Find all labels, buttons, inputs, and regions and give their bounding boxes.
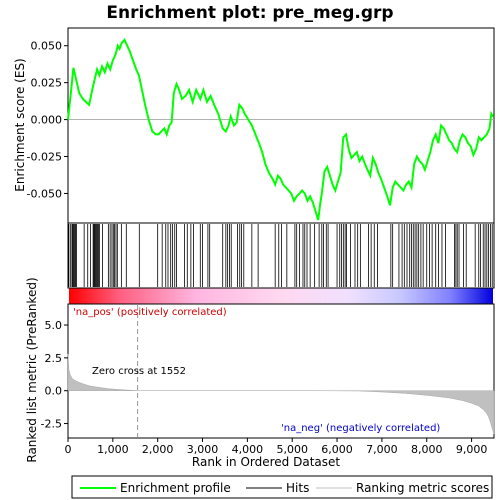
rank-y-tick-label: 2.5 xyxy=(45,352,63,365)
hit-markers xyxy=(68,224,493,287)
enrichment-profile-line xyxy=(67,37,494,221)
rank-y-axis: 5.0 2.5 0.0 -2.5 xyxy=(41,319,68,431)
rank-y-tick-label: -2.5 xyxy=(41,418,62,431)
x-axis: 0 1,000 2,000 3,000 4,000 5,000 6,000 7,000 8,00… xyxy=(65,438,488,456)
x-tick-label: 4,000 xyxy=(232,443,264,456)
x-tick-label: 1,000 xyxy=(97,443,129,456)
legend-label-hits: Hits xyxy=(286,481,309,495)
chart-title: Enrichment plot: pre_meg.grp xyxy=(106,3,393,23)
zero-cross-label: Zero cross at 1552 xyxy=(92,366,186,377)
rank-y-tick-label: 0.0 xyxy=(45,385,63,398)
enrichment-panel: 0.050 0.025 0.000 -0.025 -0.050 Enrichment s… xyxy=(13,27,495,224)
hits-panel xyxy=(67,222,495,304)
es-y-tick-label: -0.025 xyxy=(27,151,62,164)
x-tick-label: 0 xyxy=(65,443,72,456)
legend-label-profile: Enrichment profile xyxy=(120,481,231,495)
es-y-tick-label: 0.025 xyxy=(31,77,63,90)
es-y-axis-title: Enrichment score (ES) xyxy=(13,58,27,191)
x-tick-label: 3,000 xyxy=(187,443,219,456)
es-y-tick-label: 0.050 xyxy=(31,40,63,53)
rank-panel: 5.0 2.5 0.0 -2.5 'na_pos' (positively corre… xyxy=(25,277,495,463)
hits-panel-frame xyxy=(67,222,495,289)
ranking-metric-area xyxy=(67,353,495,435)
x-axis-title: Rank in Ordered Dataset xyxy=(192,455,340,469)
x-tick-label: 9,000 xyxy=(456,443,488,456)
es-y-tick-label: -0.050 xyxy=(27,187,62,200)
x-tick-label: 5,000 xyxy=(276,443,308,456)
rank-color-bar xyxy=(69,288,493,304)
es-y-axis: 0.050 0.025 0.000 -0.025 -0.050 xyxy=(27,40,68,200)
x-tick-label: 8,000 xyxy=(411,443,443,456)
es-y-tick-label: 0.000 xyxy=(31,114,63,127)
neg-label: 'na_neg' (negatively correlated) xyxy=(281,423,440,434)
legend: Enrichment profile Hits Ranking metric s… xyxy=(71,475,493,499)
legend-frame xyxy=(71,475,493,499)
x-tick-label: 7,000 xyxy=(366,443,398,456)
pos-label: 'na_pos' (positively correlated) xyxy=(73,307,227,318)
rank-y-axis-title: Ranked list metric (PreRanked) xyxy=(25,277,39,462)
legend-label-ranking: Ranking metric scores xyxy=(356,481,489,495)
rank-y-tick-label: 5.0 xyxy=(45,319,63,332)
x-tick-label: 2,000 xyxy=(142,443,174,456)
x-tick-label: 6,000 xyxy=(321,443,353,456)
